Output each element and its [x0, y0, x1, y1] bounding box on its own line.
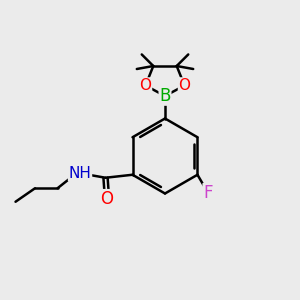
- Text: O: O: [100, 190, 113, 208]
- Text: B: B: [159, 87, 171, 105]
- Text: O: O: [178, 78, 190, 93]
- Text: O: O: [140, 78, 152, 93]
- Text: NH: NH: [69, 166, 92, 181]
- Text: F: F: [203, 184, 213, 202]
